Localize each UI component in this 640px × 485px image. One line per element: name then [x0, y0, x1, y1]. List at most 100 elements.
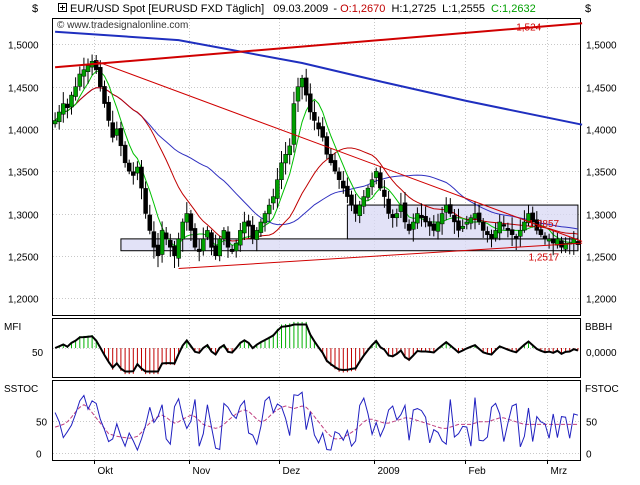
candlestick-series [52, 54, 581, 268]
candle-down [93, 60, 99, 70]
price-annotation: 1,2517 [529, 253, 560, 264]
candle-up [271, 196, 276, 204]
candle-down [452, 215, 457, 223]
candle-down [163, 232, 169, 240]
low-value: L:1,2555 [442, 3, 485, 15]
candle [147, 204, 153, 235]
candle [201, 227, 206, 256]
candle-down [98, 67, 103, 87]
candle [316, 116, 321, 137]
month-label: Okt [98, 466, 114, 477]
candle-down [65, 103, 70, 109]
high-value: H:1,2725 [391, 3, 436, 15]
watermark: © www.tradesignalonline.com [57, 20, 188, 31]
candle-down [550, 238, 556, 244]
candle [518, 219, 523, 247]
candle-down [390, 214, 395, 218]
candle [233, 239, 239, 258]
candle-down [406, 223, 412, 231]
candle-down [188, 213, 194, 231]
price-tick-right: 1,4000 [586, 126, 617, 137]
close-value: C:1,2632 [491, 3, 536, 15]
candle-down [106, 101, 111, 121]
candle [361, 190, 367, 214]
candle [386, 191, 391, 219]
candle-up [184, 213, 190, 223]
candle [563, 237, 568, 253]
candle-up [238, 230, 243, 246]
candle-up [357, 204, 362, 216]
candle [394, 208, 400, 227]
candle-down [324, 136, 330, 155]
price-tick-right: 1,2500 [586, 253, 617, 264]
candle-down [378, 172, 383, 189]
candle-down [456, 220, 461, 231]
candle [452, 209, 457, 234]
candle-up [279, 162, 284, 180]
candle [480, 218, 486, 238]
candle-down [168, 240, 173, 248]
stoch-tick-right: 0 [586, 450, 592, 461]
candle [85, 58, 91, 84]
price-tick-right: 1,5000 [586, 41, 617, 52]
candle [295, 77, 301, 112]
candle-up [159, 230, 165, 255]
candle-down [316, 122, 321, 130]
candle-up [571, 238, 577, 244]
candle-up [205, 230, 210, 238]
svg-text:EUR/USD Spot [EURUSD FXD Tägl: EUR/USD Spot [EURUSD FXD Täglich] 09.03.… [70, 3, 536, 15]
candle-up [266, 204, 272, 215]
sstoc-title: SSTOC [4, 384, 38, 395]
candle [139, 160, 144, 200]
candle [126, 159, 132, 175]
price-tick-left: 1,3500 [8, 168, 39, 179]
candle-down [341, 180, 346, 189]
candle [435, 213, 441, 240]
candle [242, 211, 247, 240]
candle-down [501, 224, 507, 227]
candle-up [56, 111, 62, 123]
mfi-title: MFI [4, 322, 21, 333]
candle-down [312, 112, 317, 121]
candle [246, 214, 251, 239]
candle-down [250, 224, 255, 240]
candle-down [382, 189, 387, 197]
candle [357, 200, 362, 224]
candle [308, 83, 313, 120]
candle [324, 132, 330, 159]
candle [102, 80, 107, 108]
candle [411, 213, 416, 242]
candle [217, 235, 222, 262]
candle-down [126, 162, 132, 172]
candle [365, 185, 371, 201]
candle-up [291, 103, 297, 145]
candle [382, 180, 387, 208]
stoch-tick-left: 50 [36, 418, 48, 429]
candle-down [172, 245, 177, 257]
candle [176, 232, 181, 267]
axis-labels: 1,5000 1,5000 1,4500 1,4500 1,4000 1,4000 1,35… [8, 41, 617, 478]
candle [320, 117, 325, 142]
candle [122, 141, 128, 168]
trendlines: 1,524 1,2857 1,2517 [55, 22, 583, 269]
candle-up [299, 77, 305, 88]
price-tick-right: 1,4500 [586, 84, 617, 95]
price-tick-left: 1,3000 [8, 211, 39, 222]
candle [349, 190, 354, 212]
candle [485, 226, 490, 243]
candle-down [213, 245, 218, 257]
candle [328, 148, 334, 166]
date-label: 09.03.2009 [273, 3, 328, 15]
mfi-tick-right: 0,0000 [586, 348, 617, 359]
stoch-tick-left: 0 [36, 450, 42, 461]
candle-down [542, 235, 548, 240]
candle-down [303, 77, 309, 96]
candle-down [147, 214, 153, 231]
candle [271, 188, 276, 210]
candle-up [242, 221, 247, 234]
month-label: Feb [469, 466, 487, 477]
candle-down [336, 171, 342, 180]
candle-up [73, 86, 78, 97]
candle-up [201, 238, 206, 252]
